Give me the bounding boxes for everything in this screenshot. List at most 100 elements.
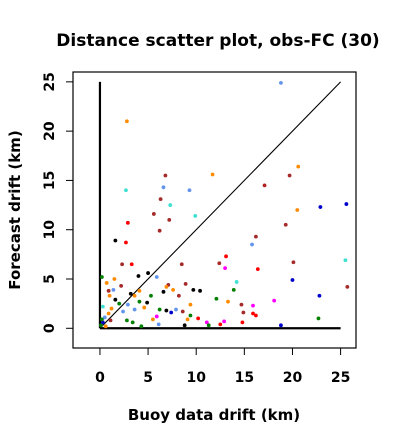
- scatter-point: [138, 289, 142, 293]
- scatter-point: [288, 174, 292, 178]
- scatter-point: [145, 301, 149, 305]
- scatter-point: [149, 294, 153, 298]
- scatter-point: [155, 315, 159, 319]
- scatter-point: [124, 241, 128, 245]
- x-tick-label: 25: [331, 370, 350, 386]
- scatter-point: [104, 324, 108, 328]
- scatter-point: [107, 312, 111, 316]
- scatter-point: [218, 322, 222, 326]
- scatter-point: [133, 308, 137, 312]
- scatter-point: [159, 197, 163, 201]
- scatter-point: [113, 239, 117, 243]
- scatter-point: [174, 308, 178, 312]
- scatter-point: [292, 260, 296, 264]
- scatter-point: [318, 294, 322, 298]
- reference-line-group: [100, 82, 341, 328]
- scatter-point: [133, 294, 137, 298]
- scatter-point: [126, 221, 130, 225]
- scatter-point: [181, 310, 185, 314]
- scatter-point: [112, 288, 116, 292]
- scatter-point: [188, 188, 192, 192]
- x-tick-label: 10: [186, 370, 206, 386]
- scatter-point: [241, 311, 245, 315]
- scatter-point: [158, 308, 162, 312]
- scatter-point: [189, 303, 193, 307]
- x-tick-label: 15: [235, 370, 254, 386]
- y-tick-label: 0: [42, 323, 58, 333]
- scatter-point: [272, 299, 276, 303]
- scatter-point: [250, 243, 254, 247]
- scatter-point: [155, 275, 159, 279]
- scatter-point: [291, 278, 295, 282]
- x-tick-label: 5: [143, 370, 153, 386]
- scatter-point: [279, 323, 283, 327]
- scatter-point: [112, 277, 116, 281]
- scatter-point: [295, 208, 299, 212]
- scatter-point: [131, 320, 135, 324]
- scatter-point: [151, 318, 155, 322]
- scatter-point: [99, 323, 103, 327]
- x-tick-label: 20: [283, 370, 303, 386]
- scatter-point: [189, 314, 193, 318]
- scatter-point: [130, 262, 134, 266]
- identity-line: [100, 82, 341, 328]
- scatter-point: [139, 324, 143, 328]
- scatter-point: [224, 254, 228, 258]
- scatter-point: [223, 266, 227, 270]
- scatter-point: [117, 302, 121, 306]
- scatter-point: [158, 229, 162, 233]
- scatter-point: [235, 280, 239, 284]
- x-tick-label: 0: [95, 370, 105, 386]
- scatter-point: [167, 218, 171, 222]
- scatter-point: [105, 281, 109, 285]
- scatter-point: [108, 294, 112, 298]
- y-axis-label: Forecast drift (km): [6, 130, 24, 289]
- chart-title: Distance scatter plot, obs-FC (30): [56, 31, 379, 51]
- scatter-point: [222, 319, 226, 323]
- scatter-point: [125, 119, 129, 123]
- scatter-point: [254, 314, 258, 318]
- plot-frame: [73, 72, 356, 348]
- scatter-point: [177, 294, 181, 298]
- scatter-point: [186, 318, 190, 322]
- y-axis: 0 5 10 15 20 25: [42, 72, 73, 333]
- scatter-point: [226, 300, 230, 304]
- scatter-point: [217, 261, 221, 265]
- scatter-point: [296, 165, 300, 169]
- scatter-point: [284, 223, 288, 227]
- scatter-point: [251, 304, 255, 308]
- scatter-point: [107, 289, 111, 293]
- scatter-point: [146, 271, 150, 275]
- x-axis: 0 5 10 15 20 25: [95, 348, 350, 386]
- scatter-point: [164, 285, 168, 289]
- scatter-point: [121, 310, 125, 314]
- scatter-point: [207, 323, 211, 327]
- scatter-point: [180, 262, 184, 266]
- scatter-point: [152, 212, 156, 216]
- scatter-point: [344, 258, 348, 262]
- scatter-point: [168, 203, 172, 207]
- scatter-point: [137, 274, 141, 278]
- scatter-point: [100, 318, 104, 322]
- scatter-point: [109, 319, 113, 323]
- scatter-point: [171, 288, 175, 292]
- scatter-point: [162, 185, 166, 189]
- scatter-point: [279, 81, 283, 85]
- scatter-point: [232, 288, 236, 292]
- y-tick-label: 20: [42, 121, 58, 141]
- scatter-point: [169, 311, 173, 315]
- y-tick-label: 5: [42, 274, 58, 284]
- x-axis-label: Buoy data drift (km): [128, 406, 300, 424]
- y-tick-label: 15: [42, 171, 58, 190]
- scatter-point: [345, 285, 349, 289]
- scatter-point: [196, 317, 200, 321]
- scatter-point: [191, 288, 195, 292]
- scatter-point: [256, 267, 260, 271]
- scatter-point: [263, 183, 267, 187]
- y-tick-label: 25: [42, 72, 58, 91]
- scatter-point: [317, 317, 321, 321]
- scatter-point: [198, 289, 202, 293]
- scatter-point: [110, 307, 114, 311]
- scatter-point: [215, 297, 219, 301]
